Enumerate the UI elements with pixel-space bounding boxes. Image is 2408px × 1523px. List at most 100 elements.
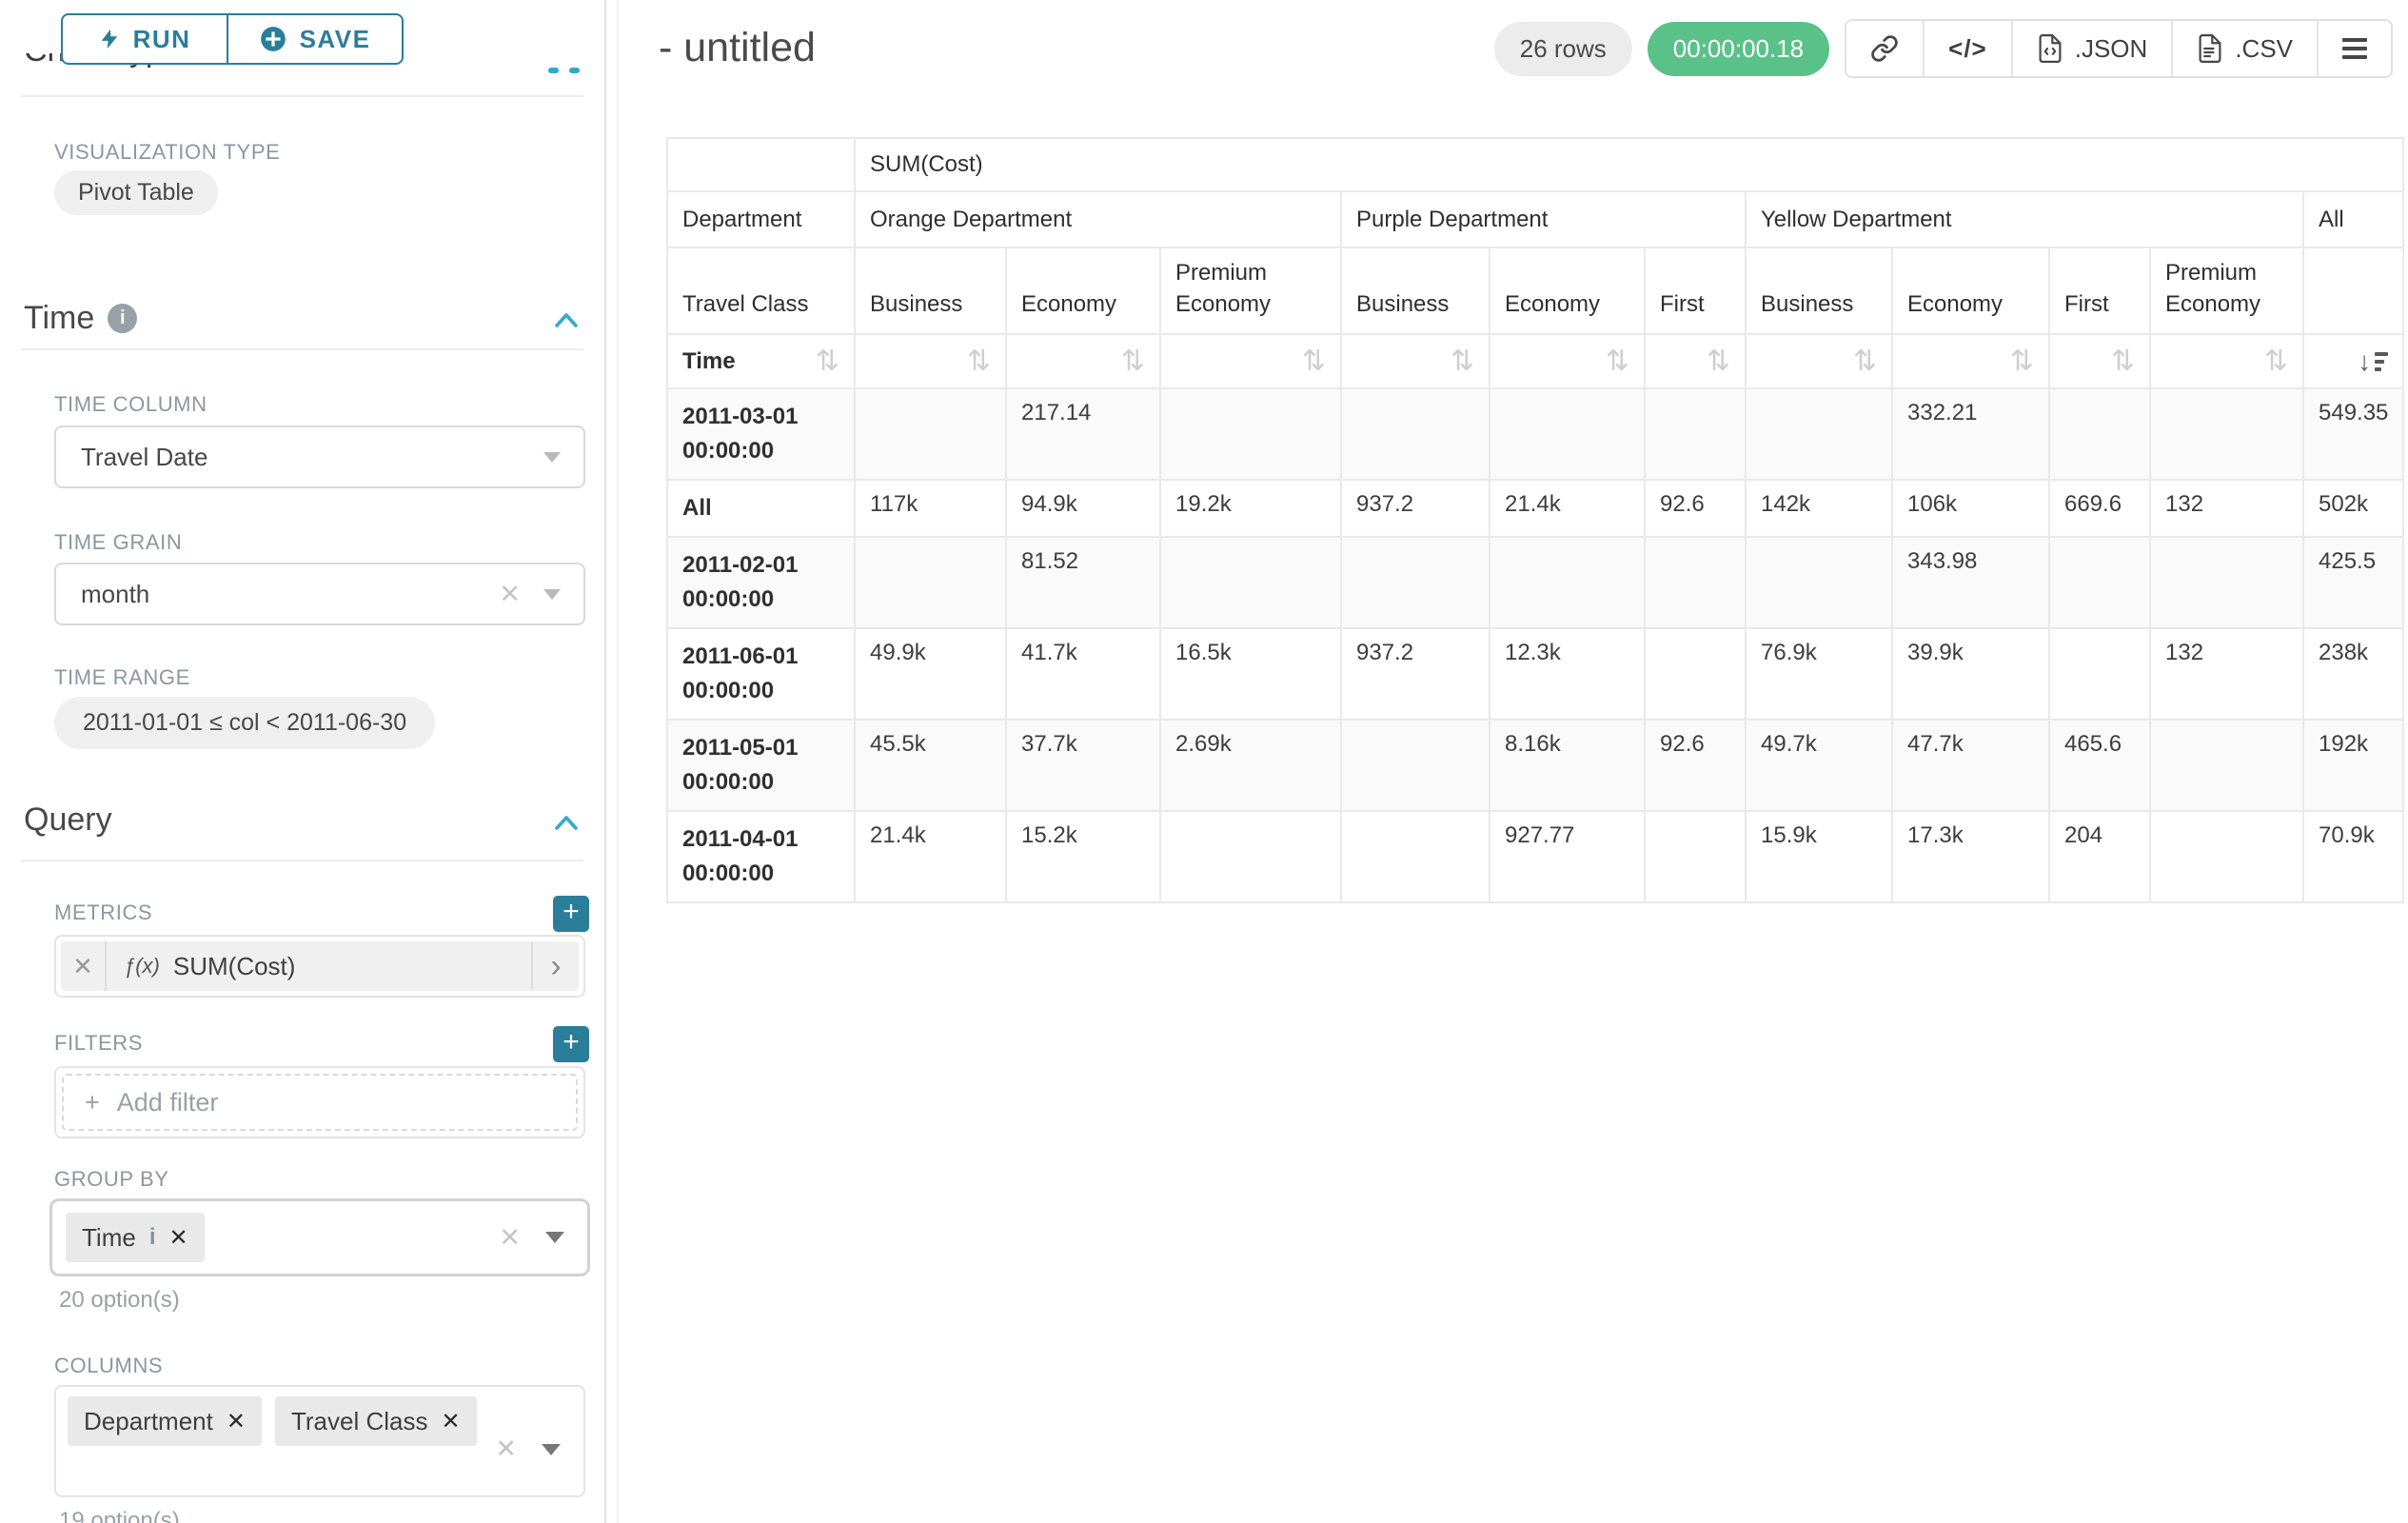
time-dim-sort-header[interactable]: Time ⇅ — [666, 333, 856, 389]
time-grain-select[interactable]: month ✕ — [54, 563, 585, 625]
columns-select[interactable]: Department ✕ Travel Class ✕ ✕ — [54, 1385, 585, 1497]
pivot-row-header: 2011-02-01 00:00:00 — [666, 536, 856, 629]
save-button[interactable]: SAVE — [227, 13, 404, 65]
section-divider — [21, 95, 583, 97]
clear-icon[interactable]: ✕ — [495, 1434, 517, 1463]
add-filter-plus-button[interactable]: + — [553, 1026, 589, 1062]
sort-icon[interactable]: ⇅ — [1852, 345, 1877, 377]
pivot-cell — [1159, 387, 1342, 481]
remove-chip-icon[interactable]: ✕ — [168, 1224, 188, 1251]
menu-icon — [2342, 38, 2367, 59]
pivot-cell: 132 — [2149, 627, 2304, 721]
column-sort-header-all[interactable]: ↓ — [2301, 333, 2405, 389]
clear-icon[interactable]: ✕ — [499, 579, 521, 608]
column-sort-header[interactable]: ⇅ — [1745, 333, 1893, 389]
sort-icon[interactable]: ⇅ — [2009, 345, 2034, 377]
sort-icon[interactable]: ⇅ — [815, 345, 839, 377]
pivot-cell — [1489, 536, 1646, 629]
export-json-button[interactable]: .JSON — [2010, 21, 2172, 76]
export-csv-button[interactable]: .CSV — [2171, 21, 2317, 76]
chart-header-actions: 26 rows 00:00:00.18 </> .JSON .CSV — [1493, 19, 2393, 78]
chevron-up-icon — [569, 68, 580, 73]
column-sort-header[interactable]: ⇅ — [1340, 333, 1490, 389]
column-sort-header[interactable]: ⇅ — [1159, 333, 1342, 389]
pivot-cell: 425.5 — [2301, 536, 2405, 629]
filters-label: FILTERS — [54, 1031, 144, 1055]
sort-icon[interactable]: ⇅ — [966, 345, 991, 377]
add-filter-label: Add filter — [116, 1087, 219, 1117]
pivot-row-header: All — [666, 479, 856, 538]
query-section-header[interactable]: Query — [24, 801, 112, 839]
metrics-control: ✕ ƒ(x) SUM(Cost) › — [54, 935, 585, 998]
sort-icon[interactable]: ⇅ — [2110, 345, 2135, 377]
pivot-cell — [1340, 387, 1490, 481]
department-header-row: Department Orange Department Purple Depa… — [666, 190, 2405, 248]
sort-icon[interactable]: ⇅ — [1120, 345, 1145, 377]
pivot-cell: 937.2 — [1340, 627, 1490, 721]
pivot-cell: 70.9k — [2301, 810, 2405, 903]
sort-icon[interactable]: ⇅ — [1450, 345, 1474, 377]
control-panel-sidebar: Chart Type RUN SAVE VISUALIZATION TYPE P… — [0, 0, 606, 1523]
pivot-cell: 21.4k — [854, 810, 1007, 903]
chevron-down-icon[interactable] — [543, 451, 561, 463]
add-filter-button[interactable]: + Add filter — [62, 1074, 578, 1131]
pivot-cell: 106k — [1891, 479, 2050, 538]
sort-icon[interactable]: ⇅ — [1706, 345, 1730, 377]
pivot-cell — [1340, 719, 1490, 812]
sort-icon[interactable]: ⇅ — [1605, 345, 1629, 377]
chevron-right-icon[interactable]: › — [531, 942, 579, 990]
chevron-down-icon[interactable] — [545, 1232, 564, 1243]
col-header: Premium Economy — [2149, 247, 2304, 335]
sort-icon[interactable]: ⇅ — [2263, 345, 2288, 377]
table-row: 2011-03-01 00:00:00 217.14 332.21 549.35 — [666, 387, 2405, 481]
pivot-cell: 204 — [2048, 810, 2151, 903]
column-sort-header[interactable]: ⇅ — [2149, 333, 2304, 389]
time-column-value: Travel Date — [81, 442, 208, 471]
time-grain-label: TIME GRAIN — [54, 530, 183, 554]
table-row: All 117k 94.9k 19.2k 937.2 21.4k 92.6 142k 106k 6… — [666, 479, 2405, 538]
sort-desc-icon[interactable]: ↓ — [2358, 347, 2389, 375]
view-query-button[interactable]: </> — [1923, 21, 2011, 76]
chevron-down-icon[interactable] — [543, 588, 561, 600]
col-header: Premium Economy — [1159, 247, 1342, 335]
table-row: 2011-04-01 00:00:00 21.4k 15.2k 927.77 15.9k… — [666, 810, 2405, 903]
share-link-button[interactable] — [1846, 21, 1924, 76]
pivot-cell — [2149, 387, 2304, 481]
col-header: First — [2048, 247, 2151, 335]
chart-title[interactable]: - untitled — [659, 25, 816, 70]
pivot-cell: 117k — [854, 479, 1007, 538]
pivot-cell — [2048, 536, 2151, 629]
column-sort-header[interactable]: ⇅ — [2048, 333, 2151, 389]
time-range-value[interactable]: 2011-01-01 ≤ col < 2011-06-30 — [54, 697, 436, 749]
chevron-up-icon[interactable] — [555, 312, 578, 328]
remove-chip-icon[interactable]: ✕ — [441, 1408, 461, 1434]
add-metric-button[interactable]: + — [553, 896, 589, 932]
time-column-select[interactable]: Travel Date — [54, 425, 585, 488]
column-sort-header[interactable]: ⇅ — [1891, 333, 2050, 389]
column-sort-header[interactable]: ⇅ — [1005, 333, 1161, 389]
pivot-cell: 192k — [2301, 719, 2405, 812]
pivot-cell: 132 — [2149, 479, 2304, 538]
more-menu-button[interactable] — [2317, 21, 2391, 76]
export-toolbar: </> .JSON .CSV — [1845, 19, 2393, 78]
viz-type-value[interactable]: Pivot Table — [54, 170, 218, 215]
column-sort-header[interactable]: ⇅ — [1644, 333, 1747, 389]
col-group-orange: Orange Department — [854, 190, 1342, 248]
pivot-cell: 142k — [1745, 479, 1893, 538]
run-button[interactable]: RUN — [61, 13, 228, 65]
chevron-down-icon[interactable] — [542, 1443, 561, 1455]
column-sort-header[interactable]: ⇅ — [1489, 333, 1646, 389]
group-by-select[interactable]: Time i ✕ ✕ — [49, 1198, 590, 1276]
column-sort-header[interactable]: ⇅ — [854, 333, 1007, 389]
remove-chip-icon[interactable]: ✕ — [226, 1408, 246, 1434]
time-section-header[interactable]: Time i — [24, 300, 138, 337]
sort-icon[interactable]: ⇅ — [1301, 345, 1326, 377]
info-icon[interactable]: i — [108, 304, 138, 333]
metric-item[interactable]: ✕ ƒ(x) SUM(Cost) › — [61, 941, 579, 991]
chevron-up-icon[interactable] — [555, 815, 578, 831]
row-count-badge: 26 rows — [1493, 21, 1632, 76]
clear-icon[interactable]: ✕ — [499, 1222, 521, 1252]
pivot-cell — [1489, 387, 1646, 481]
remove-metric-icon[interactable]: ✕ — [61, 941, 107, 991]
info-icon[interactable]: i — [148, 1224, 156, 1250]
